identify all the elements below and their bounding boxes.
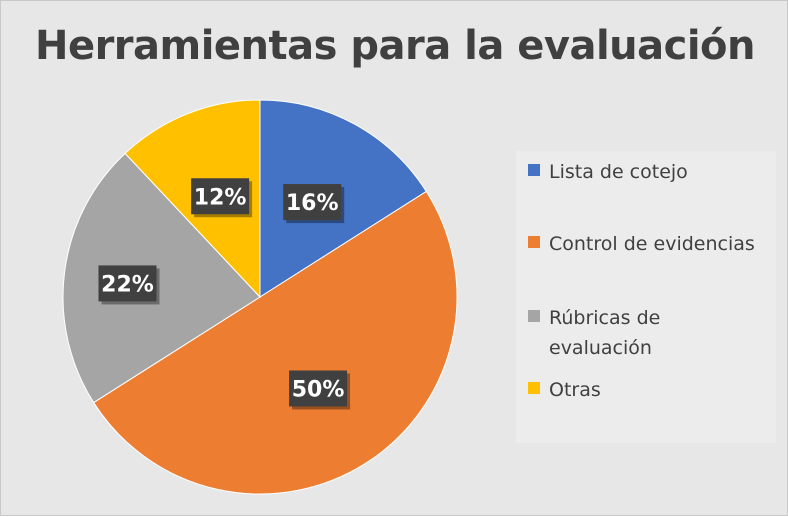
data-label-control-de-evidencias: 50% (289, 370, 351, 410)
data-label-rubricas-de-evaluacion: 22% (98, 265, 160, 305)
data-label-text: 16% (286, 191, 339, 216)
data-label-box (283, 184, 342, 221)
legend-label: Rúbricas de evaluación (549, 307, 661, 359)
pie-slice-rubricas-de-evaluacion (62, 152, 261, 404)
legend-item-rubricas-de-evaluacion: Rúbricas de evaluación (528, 303, 689, 363)
legend-item-otras: Otras (528, 375, 774, 405)
legend-label: Control de evidencias (549, 233, 755, 255)
data-label-box (98, 265, 157, 302)
chart-legend: Lista de cotejo Control de evidencias Rú… (516, 151, 776, 443)
data-label-text: 12% (194, 185, 247, 210)
legend-swatch (528, 236, 540, 248)
legend-label: Lista de cotejo (549, 161, 688, 183)
legend-swatch (528, 164, 540, 176)
data-label-box (289, 370, 348, 407)
legend-item-lista-de-cotejo: Lista de cotejo (528, 157, 774, 187)
legend-swatch (528, 310, 540, 322)
data-label-lista-de-cotejo: 16% (283, 184, 345, 224)
data-label-box (191, 178, 250, 215)
legend-swatch (528, 382, 540, 394)
data-label-otras: 12% (191, 178, 253, 218)
pie-slice-control-de-evidencias (92, 190, 458, 495)
data-label-text: 22% (101, 272, 154, 297)
pie-slice-lista-de-cotejo (259, 99, 428, 298)
chart-title: Herramientas para la evaluación (34, 23, 756, 69)
legend-label: Otras (549, 379, 601, 401)
data-label-text: 50% (292, 377, 345, 402)
legend-item-control-de-evidencias: Control de evidencias (528, 229, 774, 259)
